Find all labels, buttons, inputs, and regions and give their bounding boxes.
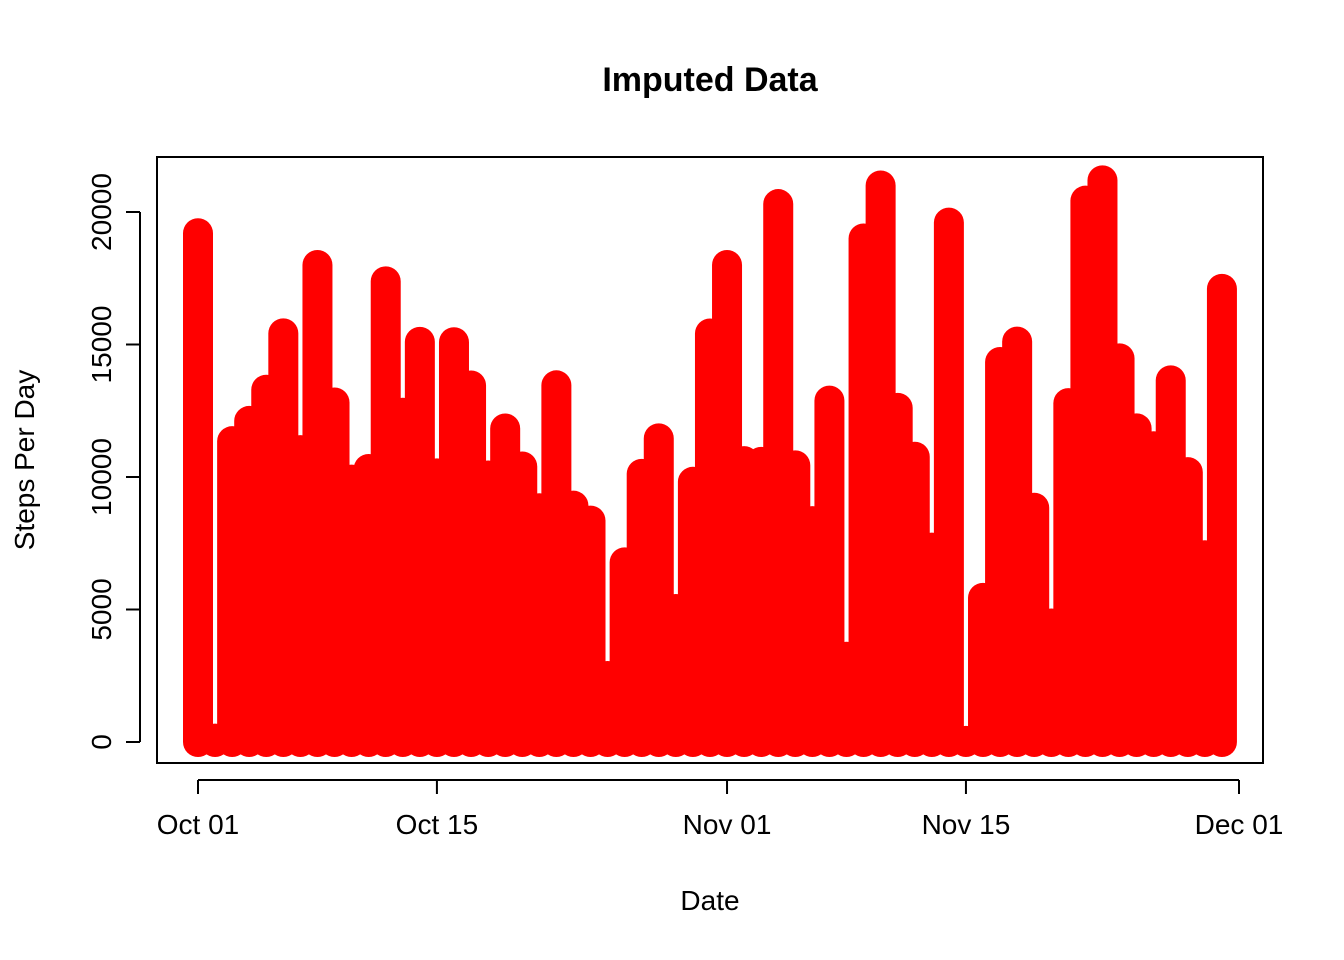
x-tick-label: Oct 01	[157, 809, 239, 840]
x-tick-label: Nov 01	[683, 809, 772, 840]
y-axis-label: Steps Per Day	[9, 370, 40, 551]
bars-group	[183, 165, 1237, 757]
chart-title: Imputed Data	[602, 61, 818, 99]
plot-frame	[156, 156, 1264, 764]
y-tick-label: 0	[86, 734, 117, 750]
x-tick-label: Nov 15	[922, 809, 1011, 840]
y-axis: 0 5000 10000 15000 20000	[86, 173, 141, 750]
y-tick-label: 5000	[86, 578, 117, 640]
x-axis: Oct 01 Oct 15 Nov 01 Nov 15 Dec 01	[157, 779, 1284, 840]
x-axis-label: Date	[680, 885, 739, 916]
y-tick-label: 10000	[86, 438, 117, 516]
x-tick-label: Oct 15	[396, 809, 478, 840]
y-tick-label: 20000	[86, 173, 117, 251]
x-tick-label: Dec 01	[1195, 809, 1284, 840]
y-tick-label: 15000	[86, 306, 117, 384]
